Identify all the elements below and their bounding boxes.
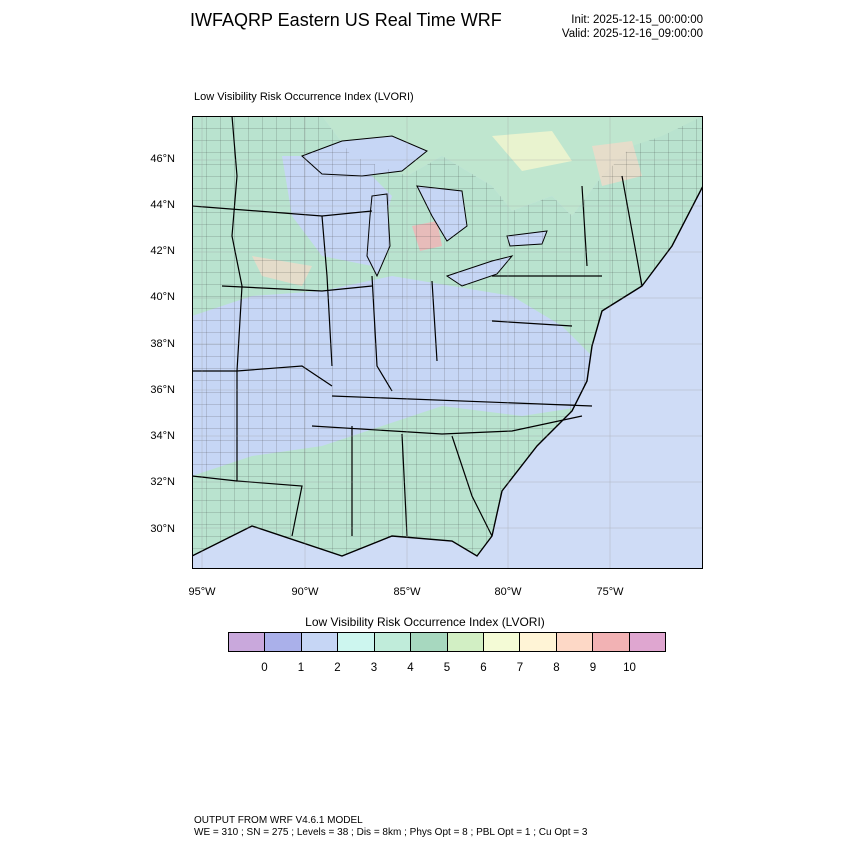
colorbar-swatch xyxy=(374,633,412,651)
lon-label: 75°W xyxy=(596,586,624,598)
footer-line-2: WE = 310 ; SN = 275 ; Levels = 38 ; Dis … xyxy=(194,827,588,838)
colorbar-tick-label: 9 xyxy=(589,662,597,674)
lat-label: 44°N xyxy=(150,199,175,211)
run-times: Init: 2025-12-15_00:00:00 Valid: 2025-12… xyxy=(562,13,703,41)
page-title: IWFAQRP Eastern US Real Time WRF xyxy=(190,10,502,30)
state-boundaries xyxy=(192,116,643,537)
footer-line-1: OUTPUT FROM WRF V4.6.1 MODEL xyxy=(194,815,363,826)
colorbar-tick-label: 8 xyxy=(553,662,560,674)
lat-label: 42°N xyxy=(150,245,175,257)
colorbar-tick-label: 0 xyxy=(261,662,268,674)
graticule xyxy=(192,116,703,569)
colorbar-swatch xyxy=(483,633,521,651)
colorbar-swatch xyxy=(411,633,448,651)
colorbar-swatch xyxy=(301,633,339,651)
colorbar xyxy=(228,632,666,652)
colorbar-tick-label: 4 xyxy=(407,662,414,674)
model-footer: OUTPUT FROM WRF V4.6.1 MODEL WE = 310 ; … xyxy=(194,815,587,839)
lon-label: 90°W xyxy=(291,586,319,598)
lat-label: 46°N xyxy=(150,153,175,165)
colorbar-tick-label: 2 xyxy=(334,662,341,674)
lvori-map xyxy=(192,116,703,569)
lat-label: 38°N xyxy=(150,338,175,350)
colorbar-tick-label: 3 xyxy=(370,662,378,674)
coastline xyxy=(192,185,703,557)
lon-label: 95°W xyxy=(188,586,216,598)
canada-land xyxy=(322,116,703,216)
colorbar-tick-label: 10 xyxy=(623,662,636,674)
colorbar-swatch xyxy=(265,633,302,651)
colorbar-swatch xyxy=(447,633,484,651)
lat-label: 34°N xyxy=(150,430,175,442)
colorbar-swatch xyxy=(556,633,594,651)
colorbar-swatch xyxy=(338,633,375,651)
colorbar-tick-label: 5 xyxy=(443,662,451,674)
colorbar-title: Low Visibility Risk Occurrence Index (LV… xyxy=(305,615,545,629)
valid-time: Valid: 2025-12-16_09:00:00 xyxy=(561,28,703,40)
lat-label: 40°N xyxy=(150,291,175,303)
lat-label: 32°N xyxy=(150,476,175,488)
map-subtitle: Low Visibility Risk Occurrence Index (LV… xyxy=(194,91,414,103)
lon-label: 85°W xyxy=(393,586,421,598)
colorbar-tick-label: 6 xyxy=(480,662,487,674)
init-time: Init: 2025-12-15_00:00:00 xyxy=(571,14,703,26)
colorbar-swatch xyxy=(520,633,557,651)
map-frame xyxy=(192,116,703,569)
colorbar-tick-label: 1 xyxy=(297,662,305,674)
high-index-patch xyxy=(492,131,572,171)
lat-label: 30°N xyxy=(150,523,175,535)
lon-label: 80°W xyxy=(494,586,522,598)
colorbar-swatch xyxy=(229,633,266,651)
colorbar-swatch xyxy=(629,633,666,651)
lat-label: 36°N xyxy=(150,384,175,396)
colorbar-tick-label: 7 xyxy=(516,662,524,674)
colorbar-swatch xyxy=(593,633,630,651)
